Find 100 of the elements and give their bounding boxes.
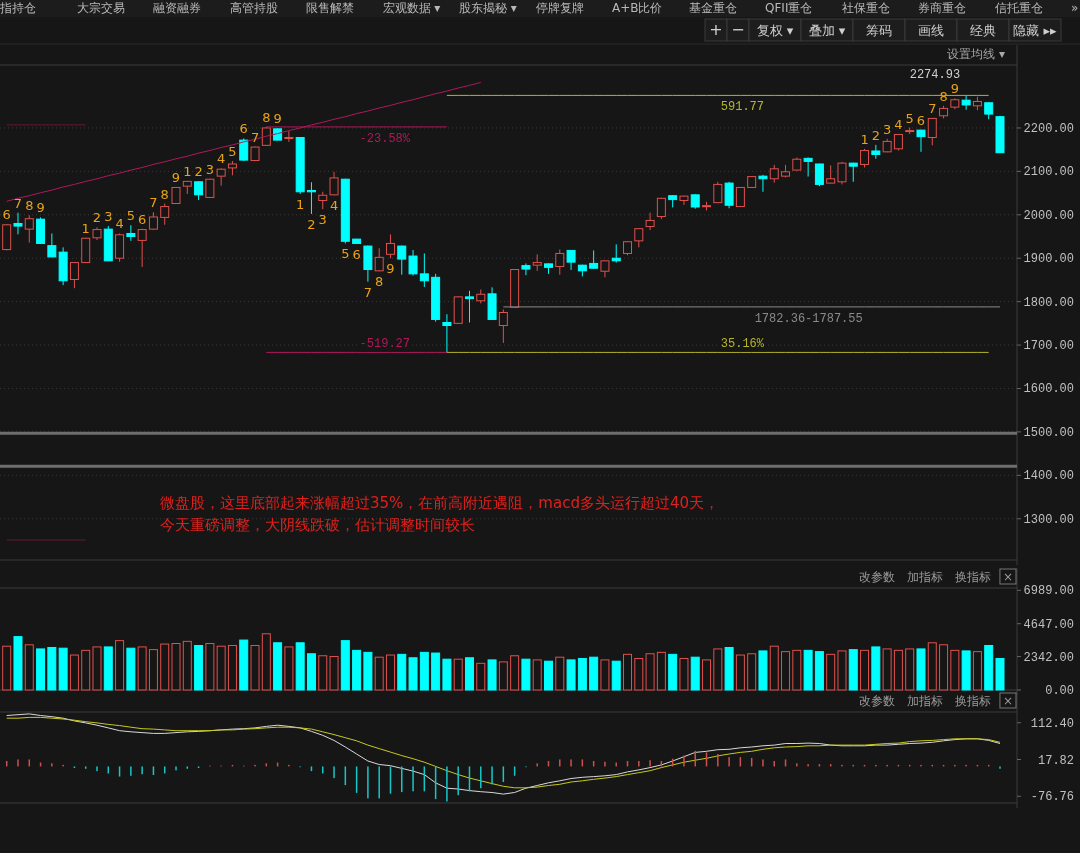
text: 8 [262, 109, 271, 125]
candlestick [848, 162, 858, 183]
text: 2 [871, 127, 880, 143]
candlestick [724, 181, 734, 209]
candlestick [555, 249, 565, 276]
text: 4 [329, 198, 339, 214]
text: 复权 ▾ [756, 23, 794, 38]
candlestick [397, 245, 407, 276]
bar [961, 650, 971, 691]
candlestick [385, 233, 395, 259]
bar [611, 660, 621, 691]
bar [318, 655, 328, 691]
y-tick-label: 112.40 [1030, 716, 1074, 731]
y-tick-label: 0.00 [1045, 684, 1074, 698]
candlestick [408, 249, 418, 277]
bar [24, 644, 34, 691]
y-tick-label: 17.82 [1037, 753, 1074, 768]
bar [939, 644, 949, 691]
text: 2 [194, 164, 203, 180]
candlestick [69, 262, 79, 289]
y-tick-label: 1800.00 [1023, 295, 1074, 310]
y-tick-label: 1700.00 [1023, 339, 1074, 354]
bar [385, 654, 395, 691]
text: 股东揭秘 ▾ [459, 1, 517, 15]
text: 9 [36, 200, 45, 216]
candlestick [498, 308, 508, 344]
text: 加指标 [906, 694, 943, 708]
bar [397, 653, 407, 691]
text: 5 [341, 246, 350, 262]
text: 6 [352, 246, 361, 262]
text: 2 [307, 216, 316, 232]
bar [860, 649, 870, 691]
candlestick [24, 214, 34, 244]
bar [555, 656, 565, 691]
text: × [1002, 570, 1013, 584]
candlestick [589, 249, 599, 270]
text: 筹码 [866, 23, 892, 38]
series-label: -519.27 [359, 337, 411, 352]
bar [115, 640, 125, 691]
bar [972, 651, 982, 691]
text: 叠加 ▾ [808, 23, 846, 38]
bar [995, 657, 1005, 691]
text: 2 [92, 210, 102, 226]
text: 7 [250, 129, 260, 145]
text: 9 [950, 81, 959, 97]
text: 6 [239, 121, 248, 137]
text: × [1002, 694, 1013, 708]
y-tick-label: 2342.00 [1023, 650, 1074, 665]
bar [182, 640, 192, 691]
series-label: 591.77 [720, 100, 765, 115]
bar [306, 653, 316, 691]
y-tick-label: 2200.00 [1023, 121, 1074, 136]
y-tick-label: 1500.00 [1023, 425, 1074, 440]
text: 宏观数据 ▾ [382, 1, 441, 15]
bar [634, 657, 644, 691]
series-label: -23.58% [359, 131, 411, 146]
bar [984, 644, 994, 691]
text: 9 [273, 111, 282, 127]
text: 换指标 [954, 570, 991, 584]
text: 9 [386, 261, 395, 277]
text: 大宗交易 [76, 1, 125, 15]
text: 7 [363, 284, 373, 300]
bar [656, 651, 666, 691]
bar [713, 648, 723, 691]
bar [702, 659, 712, 691]
text: 6 [138, 211, 147, 227]
bar [803, 649, 813, 691]
bar [408, 657, 418, 691]
text: 1 [860, 131, 869, 147]
bar [623, 653, 633, 691]
bar [126, 647, 136, 691]
text: 7 [928, 100, 937, 116]
candlestick [814, 163, 824, 187]
text: 社保重仓 [841, 1, 890, 15]
annotation: 今天重磅调整，大阴线跌破，估计调整时间较长 [160, 516, 475, 534]
text: 高管持股 [229, 1, 278, 15]
text: 4 [115, 216, 124, 232]
annotation: 微盘股，这里底部起来涨幅超过35%，在前高附近遇阻，macd多头运行超过40天， [160, 494, 719, 512]
text: » [1071, 1, 1079, 15]
text: 3 [205, 161, 215, 177]
y-tick-label: 1400.00 [1023, 469, 1074, 484]
text: 8 [25, 198, 34, 214]
text: 换指标 [954, 694, 991, 708]
bar [690, 656, 700, 691]
text: 信托重仓 [994, 1, 1043, 15]
text: 1 [183, 163, 192, 179]
text: 6 [2, 207, 11, 223]
bar [92, 646, 102, 691]
bar [81, 649, 91, 691]
y-tick-label: 4647.00 [1023, 617, 1074, 632]
candlestick [363, 245, 373, 283]
bar [250, 644, 260, 691]
bar [2, 645, 12, 691]
bar [419, 651, 429, 691]
bar [498, 661, 508, 691]
text: + [709, 20, 723, 39]
text: 改参数 [858, 694, 895, 708]
bar [848, 649, 858, 691]
candlestick [961, 94, 971, 111]
bar [13, 636, 23, 691]
